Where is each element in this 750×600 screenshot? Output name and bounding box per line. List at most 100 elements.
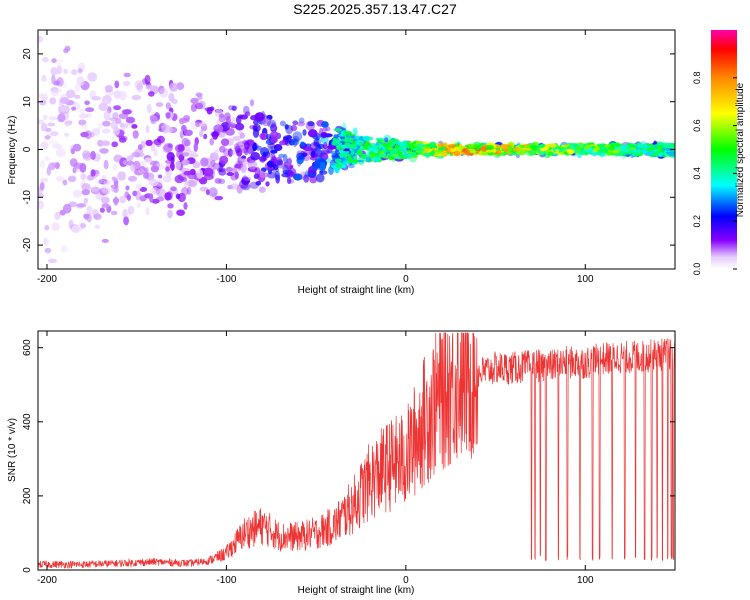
spectrogram-blob <box>199 186 209 192</box>
spectrogram-ridge-blob <box>578 150 587 156</box>
spectrogram-blob <box>112 112 119 120</box>
spectrogram-blob <box>51 222 60 232</box>
spectrogram-ridge-blob <box>611 149 620 154</box>
spectrogram-blob <box>195 102 204 110</box>
spectrogram-blob <box>51 161 61 168</box>
spectrogram-blob <box>90 186 99 192</box>
spectrogram-blob <box>72 189 83 198</box>
spectrogram-blob <box>76 76 85 86</box>
spectrogram-blob <box>55 162 60 170</box>
bottom-x-tick-label: 0 <box>403 575 409 586</box>
spectrogram-blob <box>384 137 389 142</box>
spectrogram-blob <box>57 104 63 113</box>
spectrogram-blob <box>38 35 44 43</box>
spectrogram-ridge-blob <box>535 148 540 152</box>
spectrogram-ridge-blob <box>435 151 440 155</box>
spectrogram-blob <box>101 184 111 194</box>
spectrogram-blob <box>95 178 104 184</box>
bottom-y-axis: 0 200 400 600 <box>22 339 675 573</box>
spectrogram-blob <box>131 151 141 158</box>
spectrogram-blob <box>273 144 283 151</box>
spectrogram-ridge-blob <box>341 152 350 158</box>
spectrogram-blob <box>282 164 289 175</box>
spectrogram-ridge-blob <box>371 144 379 148</box>
spectrogram-blob <box>40 122 48 132</box>
spectrogram-blob <box>176 149 183 159</box>
spectrogram-ridge-blob <box>431 149 435 156</box>
spectrogram-blob <box>181 159 190 166</box>
spectrogram-blob <box>205 189 210 196</box>
spectrogram-blob <box>183 202 188 210</box>
spectrogram-ridge-blob <box>663 150 668 156</box>
spectrogram-blob <box>225 166 233 173</box>
spectrogram-blob <box>71 106 77 111</box>
spectrogram-blob <box>69 158 78 167</box>
bottom-y-tick-label: 600 <box>22 339 33 356</box>
spectrogram-blob <box>163 142 174 153</box>
spectrogram-blob <box>101 203 110 208</box>
spectrogram-blob <box>285 138 290 147</box>
spectrogram-ridge-blob <box>334 158 342 164</box>
spectrogram-ridge-blob <box>644 152 653 156</box>
spectrogram-blob <box>192 161 201 169</box>
spectrogram-ridge-blob <box>344 161 350 165</box>
spectrogram-ridge-blob <box>343 130 352 135</box>
spectrogram-blob <box>204 107 213 112</box>
spectrogram-blob <box>80 173 87 181</box>
spectrogram-blob <box>181 152 190 157</box>
spectrogram-blob <box>307 129 318 138</box>
top-y-tick-label: -10 <box>22 190 33 205</box>
spectrogram-blob <box>121 136 128 141</box>
spectrogram-blob <box>90 169 96 177</box>
top-y-axis-label: Frequency (Hz) <box>7 116 18 185</box>
bottom-y-axis-label: SNR (10 * v/v) <box>7 418 18 482</box>
spectrogram-blob <box>179 130 184 139</box>
spectrogram-blob <box>83 197 89 204</box>
spectrogram-ridge-blob <box>468 143 475 149</box>
spectrogram-ridge-blob <box>341 144 347 149</box>
spectrogram-blob <box>249 99 255 107</box>
spectrogram-blob <box>335 148 340 156</box>
colorbar-tick-label: 0.2 <box>692 215 702 228</box>
spectrogram-ridge-blob <box>399 141 408 148</box>
spectrogram-blob <box>239 132 245 139</box>
spectrogram-blob <box>91 96 102 101</box>
spectrogram-blob <box>183 181 190 189</box>
spectrogram-blob <box>302 129 307 136</box>
snr-line <box>38 332 675 569</box>
figure-title: S225.2025.357.13.47.C27 <box>293 1 457 17</box>
spectrogram-ridge-blob <box>528 150 537 156</box>
spectrogram-blob <box>169 82 179 92</box>
spectrogram-ridge-blob <box>472 149 476 154</box>
spectrogram-blob <box>130 164 136 172</box>
spectrogram-blob <box>141 167 148 175</box>
spectrogram-blob <box>180 187 189 196</box>
spectrogram-blob <box>126 155 134 161</box>
spectrogram-blob <box>110 184 119 189</box>
spectrogram-blob <box>252 142 259 150</box>
spectrogram-blob <box>86 205 93 216</box>
spectrogram-blob <box>209 138 214 146</box>
spectrogram-blob <box>50 67 58 76</box>
spectrogram-blob <box>259 155 266 163</box>
spectrogram-blob <box>122 208 128 219</box>
spectrogram-ridge-blob <box>585 144 591 149</box>
spectrogram-blob <box>144 157 153 163</box>
spectrogram-blob <box>82 152 93 161</box>
spectrogram-blob <box>50 131 59 137</box>
spectrogram-ridge-blob <box>440 148 447 151</box>
spectrogram-blob <box>271 155 277 165</box>
spectrogram-blob <box>219 145 226 153</box>
spectrogram-blob <box>170 186 177 192</box>
spectrogram-blob <box>132 190 138 197</box>
spectrogram-blob <box>258 186 266 193</box>
spectrogram-blob <box>99 148 109 154</box>
colorbar-tick-label: 0.0 <box>692 263 702 276</box>
spectrogram-blob <box>176 82 185 90</box>
spectrogram-blob <box>214 195 224 201</box>
spectrogram-blob <box>208 187 218 198</box>
top-x-axis-label: Height of straight line (km) <box>298 285 415 296</box>
spectrogram-blob <box>165 166 170 172</box>
